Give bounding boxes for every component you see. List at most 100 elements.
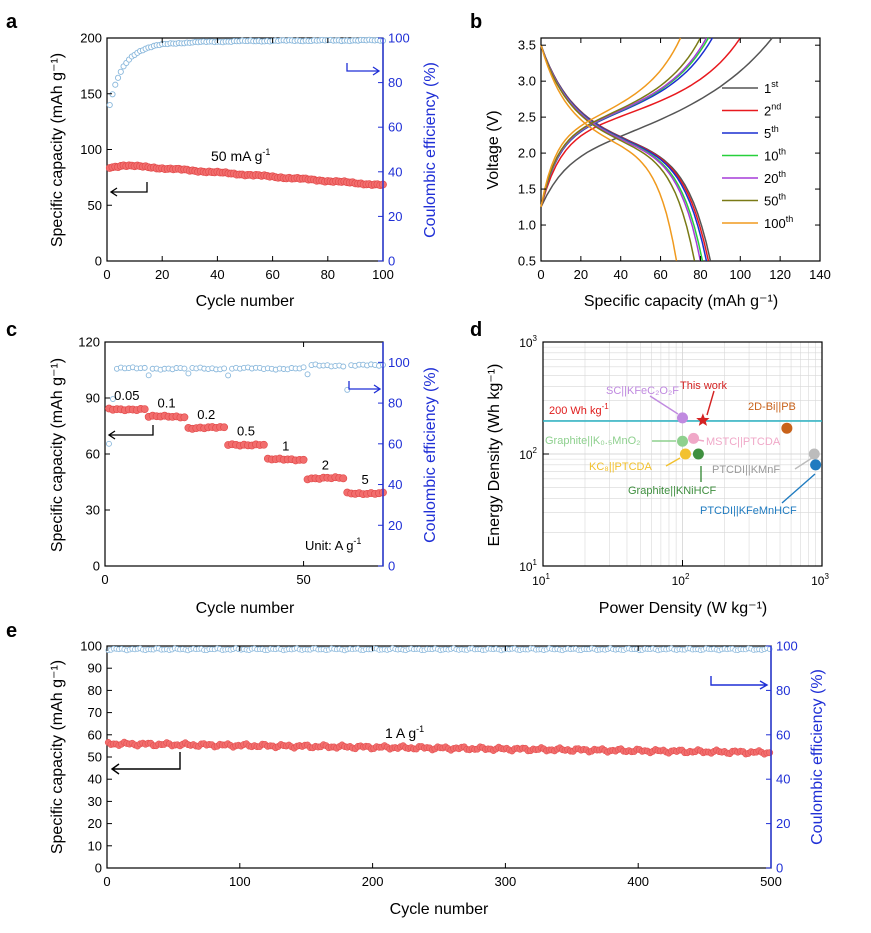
y-tick-label: 30 [86, 503, 100, 518]
charge-curve-5th [540, 37, 714, 208]
x-tick-label: 40 [613, 267, 627, 282]
capacity-point [220, 423, 229, 432]
capacity-point [299, 455, 308, 464]
y-axis-label: Specific capacity (mAh g⁻¹) [49, 53, 66, 247]
y-tick-label: 20 [88, 816, 102, 831]
x-tick-label: 103 [811, 572, 829, 588]
discharge-curve-20th [540, 44, 702, 261]
y-axis-label: Energy Density (Wh kg⁻¹) [486, 364, 503, 547]
annotation: 50 mA g-1 [211, 147, 270, 164]
y-tick-label: 101 [519, 558, 537, 574]
charge-curve-50th [540, 37, 702, 208]
legend-label: 20th [764, 169, 786, 186]
x-tick-label: 0 [103, 267, 110, 282]
x-tick-label: 20 [155, 267, 169, 282]
point-this-work [696, 413, 710, 426]
arrow-sc [649, 395, 679, 415]
arrow-mstc [697, 439, 705, 442]
ce-point [106, 101, 113, 109]
ce-point [141, 364, 148, 371]
y-tick-label: 3.0 [518, 74, 536, 89]
capacity-point [766, 749, 774, 757]
arrow-to-right-axis [348, 381, 382, 394]
y2-axis-label: Coulombic efficiency (%) [422, 367, 439, 543]
label-mstc-ptcda: MSTC||PTCDA [706, 436, 781, 448]
panel-b: b 0 20 40 60 80 100 120 140 0.5 1.0 1.5 2.0 2.5 3.0 3.… [470, 11, 831, 310]
ce-point [300, 364, 307, 371]
label-ptcdi-kmnf: PTCDI||KMnF [712, 464, 780, 476]
legend-label: 50th [764, 192, 786, 209]
ce-point [117, 68, 124, 75]
y-tick-label: 200 [80, 31, 102, 46]
panel-letter-b: b [470, 11, 482, 33]
y-tick-label: 102 [519, 446, 537, 462]
rate-label: 2 [322, 457, 329, 472]
y-tick-label: 50 [88, 198, 102, 213]
ce-point [145, 372, 152, 379]
x-tick-label: 100 [729, 267, 751, 282]
panel-letter-a: a [6, 11, 18, 33]
reference-line-label: 200 Wh kg-1 [549, 402, 609, 417]
label-graphite-knihcf: Graphite||KNiHCF [628, 485, 717, 497]
y-tick-label: 90 [88, 661, 102, 676]
x-axis-label: Specific capacity (mAh g⁻¹) [584, 293, 778, 310]
rate-label: 0.1 [158, 396, 176, 411]
ce-point [109, 91, 116, 98]
rate-label: 0.5 [237, 424, 255, 439]
x-tick-label: 400 [627, 874, 649, 889]
discharge-curve-50th [540, 44, 696, 261]
ce-point [109, 396, 116, 402]
ce-point [181, 365, 188, 372]
panel-letter-e: e [6, 620, 17, 642]
capacity-point [339, 474, 348, 483]
point [679, 448, 691, 460]
x-tick-label: 0 [537, 267, 544, 282]
label-2d-bi-pb: 2D-Bi||PB [748, 401, 796, 413]
x-tick-label: 300 [495, 874, 517, 889]
point [677, 435, 688, 447]
label-ptcdi-kfemnhcf: PTCDI||KFeMnHCF [700, 505, 797, 517]
x-tick-label: 101 [532, 572, 550, 588]
label-this-work: This work [680, 380, 728, 392]
y-tick-label: 70 [88, 705, 102, 720]
ce-point [304, 371, 311, 378]
discharge-curve-10th [540, 44, 704, 261]
y-tick-label: 100 [80, 142, 102, 157]
arrow-to-left-axis [109, 182, 148, 197]
arrow-kc8 [665, 457, 681, 467]
x-tick-label: 40 [210, 267, 224, 282]
y2-tick-label: 0 [776, 861, 783, 876]
y-tick-label: 100 [80, 639, 102, 654]
x-tick-label: 200 [362, 874, 384, 889]
y-tick-label: 0 [95, 861, 102, 876]
rate-label: 5 [362, 472, 369, 487]
y-tick-label: 0 [93, 559, 100, 574]
legend-label: 2nd [764, 102, 781, 119]
y2-tick-label: 80 [388, 75, 402, 90]
unit-annotation: Unit: A g-1 [305, 536, 361, 553]
x-tick-label: 102 [672, 572, 690, 588]
y-tick-label: 80 [88, 683, 102, 698]
y-tick-label: 60 [88, 727, 102, 742]
y2-tick-label: 40 [388, 164, 402, 179]
x-tick-label: 60 [653, 267, 667, 282]
arrow-kfemnhcf [781, 473, 816, 504]
y-tick-label: 40 [88, 772, 102, 787]
y2-axis-label: Coulombic efficiency (%) [422, 62, 439, 238]
point [810, 459, 822, 471]
x-axis-label: Cycle number [196, 600, 295, 617]
x-axis-label: Power Density (W kg⁻¹) [599, 600, 767, 617]
legend-label: 5th [764, 124, 779, 141]
label-kc8-ptcda: KC₈||PTCDA [589, 461, 652, 473]
x-tick-label: 100 [372, 267, 394, 282]
y-tick-label: 60 [86, 447, 100, 462]
x-tick-label: 140 [809, 267, 831, 282]
legend-label: 10th [764, 147, 786, 164]
y-tick-label: 10 [88, 838, 102, 853]
y2-tick-label: 60 [388, 120, 402, 135]
point [808, 448, 820, 460]
y-tick-label: 1.0 [518, 218, 536, 233]
y2-tick-label: 20 [776, 816, 790, 831]
arrow-to-left-axis [110, 752, 181, 775]
